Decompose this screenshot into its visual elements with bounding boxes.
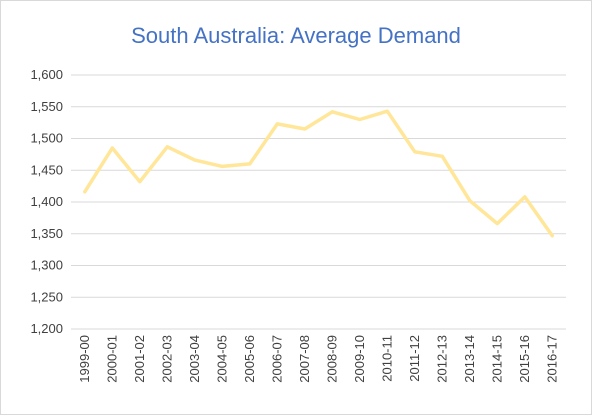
x-tick-label: 1999-00: [77, 335, 92, 383]
x-tick-label: 2006-07: [269, 335, 284, 383]
data-point: [495, 222, 499, 226]
data-point: [468, 199, 472, 203]
x-tick-label: 2005-06: [242, 335, 257, 383]
data-point: [385, 109, 389, 113]
x-tick-label: 2007-08: [297, 335, 312, 383]
data-point: [275, 122, 279, 126]
x-tick-label: 2012-13: [434, 335, 449, 383]
x-tick-label: 2008-09: [324, 335, 339, 383]
data-point: [138, 180, 142, 184]
x-tick-label: 2016-17: [544, 335, 559, 383]
y-tick-label: 1,600: [30, 67, 63, 82]
y-tick-label: 1,450: [30, 162, 63, 177]
data-point: [303, 127, 307, 131]
chart-title: South Australia: Average Demand: [131, 23, 461, 48]
data-point: [165, 145, 169, 149]
x-tick-label: 2002-03: [159, 335, 174, 383]
data-point: [358, 117, 362, 121]
y-tick-label: 1,400: [30, 194, 63, 209]
x-tick-label: 2013-14: [462, 335, 477, 383]
data-point: [330, 110, 334, 114]
data-point: [413, 150, 417, 154]
y-tick-label: 1,350: [30, 226, 63, 241]
x-tick-label: 2015-16: [517, 335, 532, 383]
data-point: [220, 164, 224, 168]
x-tick-label: 2003-04: [187, 335, 202, 383]
x-tick-label: 2010-11: [379, 335, 394, 382]
data-point: [193, 158, 197, 162]
x-tick-label: 2011-12: [407, 335, 422, 382]
data-point: [110, 146, 114, 150]
data-point: [248, 162, 252, 166]
y-tick-label: 1,250: [30, 289, 63, 304]
y-tick-label: 1,500: [30, 131, 63, 146]
data-point: [523, 195, 527, 199]
x-tick-label: 2014-15: [489, 335, 504, 383]
x-tick-label: 2004-05: [214, 335, 229, 383]
data-point: [440, 154, 444, 158]
y-tick-label: 1,200: [30, 321, 63, 336]
x-tick-label: 2000-01: [104, 335, 119, 383]
y-tick-label: 1,300: [30, 258, 63, 273]
data-point: [83, 190, 87, 194]
x-tick-label: 2009-10: [352, 335, 367, 383]
y-tick-label: 1,550: [30, 99, 63, 114]
data-point: [550, 234, 554, 238]
x-tick-label: 2001-02: [132, 335, 147, 383]
series-line: [83, 109, 555, 238]
